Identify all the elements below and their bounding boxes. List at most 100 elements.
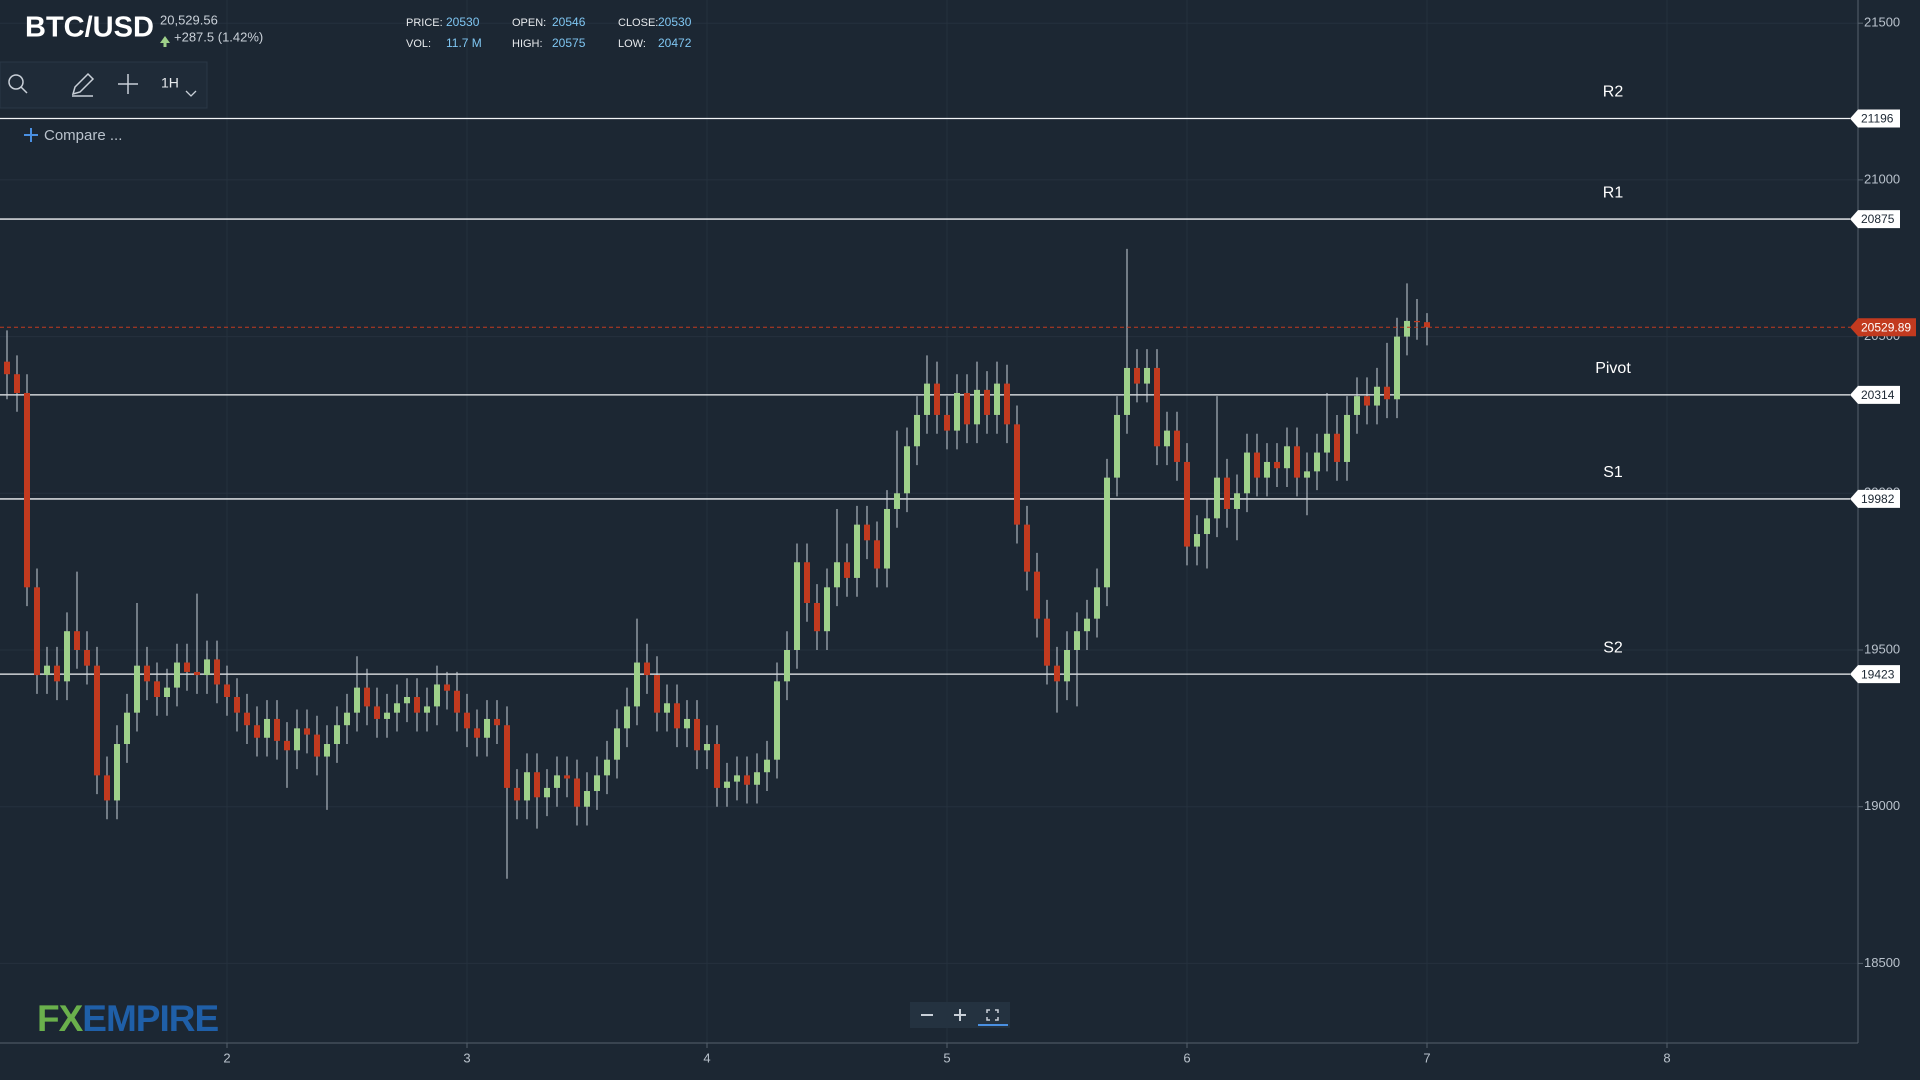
candle-body	[1014, 424, 1020, 525]
y-tick-label: 21000	[1864, 171, 1900, 186]
candle-body	[854, 524, 860, 578]
candle-body	[124, 712, 130, 745]
candle-body	[74, 631, 80, 650]
candle-body	[1304, 471, 1310, 478]
candle-body	[924, 383, 930, 415]
candle-body	[494, 718, 500, 726]
add-button[interactable]	[118, 74, 138, 94]
candle-body	[1124, 367, 1130, 415]
search-icon-handle	[20, 86, 28, 94]
plus-icon	[118, 74, 138, 94]
candle-body	[824, 587, 830, 632]
candle-body	[14, 374, 20, 394]
x-tick-label: 2	[223, 1050, 230, 1065]
candle-body	[404, 697, 410, 704]
candle-body	[1134, 367, 1140, 384]
candle-body	[1404, 320, 1410, 337]
candle-body	[734, 775, 740, 782]
candle-body	[544, 787, 550, 798]
candle-body	[1034, 571, 1040, 619]
search-button[interactable]	[8, 74, 28, 94]
level-name: Pivot	[1595, 360, 1631, 377]
candle-body	[344, 712, 350, 726]
fullscreen[interactable]	[986, 1009, 999, 1021]
candle-body	[1064, 649, 1070, 682]
compare-button[interactable]: Compare ...	[24, 127, 122, 144]
candle-body	[1274, 461, 1280, 469]
candle-body	[994, 383, 1000, 415]
y-tick-label: 21500	[1864, 15, 1900, 30]
candle-body	[1094, 587, 1100, 619]
candle-body	[844, 562, 850, 578]
candle-body	[1264, 461, 1270, 478]
candle-body	[964, 393, 970, 425]
level-tag	[1850, 489, 1900, 508]
compare-plus	[24, 128, 38, 142]
candle-body	[1184, 461, 1190, 547]
candle-body	[1234, 493, 1240, 509]
stat-value: 20546	[552, 15, 586, 29]
candle-body	[634, 662, 640, 707]
candle-body	[464, 712, 470, 729]
candle-body	[194, 671, 200, 676]
logo: FXEMPIRE	[37, 998, 218, 1039]
candle-body	[644, 662, 650, 676]
candle-body	[214, 659, 220, 685]
logo-empire: EMPIRE	[82, 998, 218, 1039]
pencil-icon	[71, 72, 95, 97]
candle-body	[1344, 414, 1350, 462]
candle-body	[1054, 665, 1060, 682]
candle-body	[324, 744, 330, 757]
candles	[4, 248, 1430, 879]
x-tick-label: 3	[463, 1050, 470, 1065]
candle-body	[884, 508, 890, 569]
chevron-icon	[185, 90, 197, 97]
candle-body	[604, 759, 610, 776]
stat-label: OPEN:	[512, 17, 546, 29]
stat-value: 20530	[658, 15, 692, 29]
interval-label: 1H	[161, 75, 179, 91]
candle-body	[424, 706, 430, 713]
candle-body	[254, 725, 260, 738]
candle-body	[174, 662, 180, 688]
stat-value: 20575	[552, 36, 586, 50]
candle-body	[364, 687, 370, 707]
candle-body	[1294, 446, 1300, 478]
x-tick-label: 8	[1663, 1050, 1670, 1065]
x-tick-label: 7	[1423, 1050, 1430, 1065]
candle-body	[444, 684, 450, 691]
level-name: S2	[1603, 639, 1623, 656]
candle-body	[294, 728, 300, 751]
candle-body	[84, 649, 90, 666]
candle-body	[764, 759, 770, 773]
candle-body	[134, 665, 140, 713]
candle-body	[664, 703, 670, 713]
candle-body	[1084, 618, 1090, 632]
candle-body	[414, 697, 420, 713]
candle-body	[654, 675, 660, 713]
x-tick-label: 4	[703, 1050, 710, 1065]
candle-body	[304, 728, 310, 735]
candle-body	[1394, 336, 1400, 400]
candle-body	[1004, 383, 1010, 425]
draw-button[interactable]	[71, 72, 95, 97]
zoom-in[interactable]	[954, 1009, 966, 1021]
candle-body	[724, 781, 730, 788]
candle-body	[874, 540, 880, 569]
level-name: S1	[1603, 464, 1623, 481]
candle-body	[574, 778, 580, 807]
candle-body	[384, 712, 390, 719]
candle-body	[434, 684, 440, 707]
level-tag-label: 19423	[1861, 667, 1895, 681]
candle-body	[1024, 524, 1030, 572]
toolbar	[0, 61, 208, 109]
candle-body	[234, 697, 240, 713]
candle-body	[1334, 433, 1340, 462]
stat-label: PRICE:	[406, 17, 443, 29]
stat-label: LOW:	[618, 38, 646, 50]
interval-button[interactable]: 1H	[161, 75, 197, 97]
candle-body	[804, 562, 810, 603]
level-tag-label: 19982	[1861, 492, 1895, 506]
